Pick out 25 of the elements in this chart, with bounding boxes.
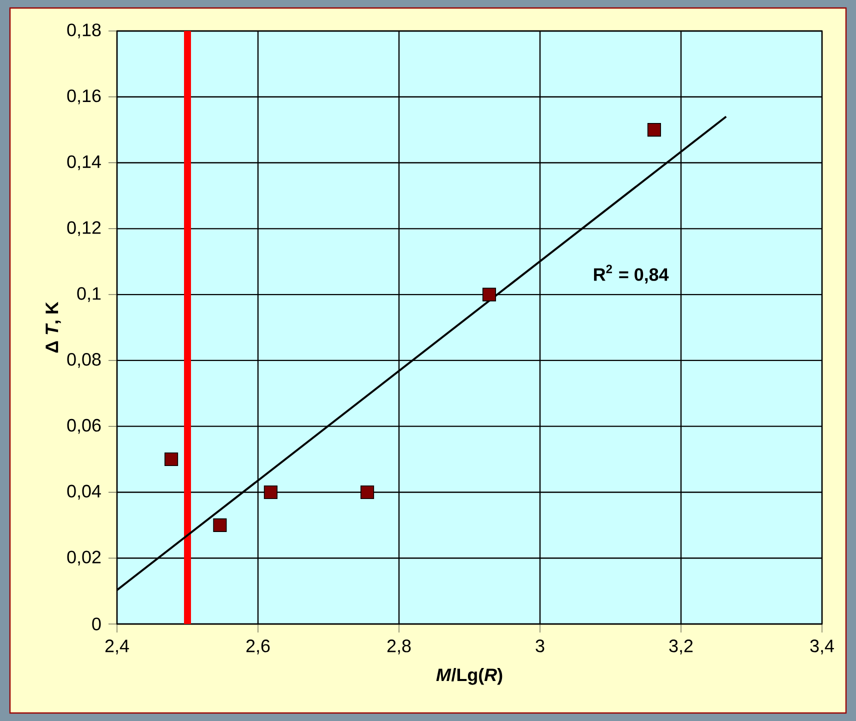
x-tick-label: 3 [536, 640, 544, 652]
y-tick-label: 0,04 [67, 484, 101, 500]
y-tick-label: 0,14 [67, 155, 101, 170]
point [647, 123, 661, 137]
y-tick-label: 0,06 [67, 418, 101, 434]
y-tick-label: 0,02 [67, 550, 101, 566]
y-tick-label: 0,08 [67, 353, 101, 368]
x-tick-label: 2,8 [387, 640, 411, 654]
x-tick-label: 2,6 [246, 640, 270, 654]
point [360, 485, 374, 499]
x-tick-label: 3,4 [810, 640, 834, 654]
point [164, 452, 178, 466]
x-tick-label: 2,4 [105, 640, 129, 654]
point [213, 518, 227, 532]
y-axis-title: Δ T, K [46, 302, 61, 353]
x-tick-label: 3,2 [669, 640, 693, 654]
y-tick-label: 0,18 [67, 24, 101, 38]
annotation: R$^{2}$ = 0,84 [594, 264, 669, 284]
point [482, 288, 496, 302]
x-axis-title: M/Lg(R) [436, 668, 502, 685]
y-tick-label: 0 [92, 618, 101, 630]
y-tick-label: 0,16 [67, 89, 101, 104]
y-tick-label: 0,12 [67, 221, 101, 236]
point [264, 485, 278, 499]
y-tick-label: 0,1 [77, 287, 101, 302]
